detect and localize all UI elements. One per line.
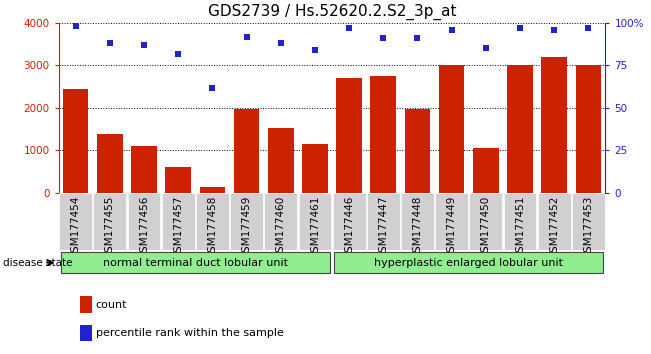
Bar	[63, 89, 89, 193]
Text: GSM177448: GSM177448	[413, 196, 422, 259]
Point	[344, 25, 354, 31]
Bar	[302, 144, 327, 193]
FancyBboxPatch shape	[334, 252, 603, 273]
Point	[105, 41, 115, 46]
Text: percentile rank within the sample: percentile rank within the sample	[96, 328, 284, 338]
Bar	[473, 148, 499, 193]
FancyBboxPatch shape	[572, 193, 605, 250]
FancyBboxPatch shape	[230, 193, 263, 250]
FancyBboxPatch shape	[94, 193, 126, 250]
FancyBboxPatch shape	[401, 193, 434, 250]
FancyBboxPatch shape	[264, 193, 297, 250]
Text: GSM177458: GSM177458	[208, 196, 217, 259]
FancyBboxPatch shape	[469, 193, 502, 250]
Bar	[337, 78, 362, 193]
Text: GSM177449: GSM177449	[447, 196, 456, 259]
Point	[275, 41, 286, 46]
Point	[242, 34, 252, 39]
Bar	[81, 296, 92, 313]
FancyBboxPatch shape	[299, 193, 331, 250]
Text: GSM177455: GSM177455	[105, 196, 115, 259]
FancyBboxPatch shape	[128, 193, 160, 250]
Text: GSM177461: GSM177461	[310, 196, 320, 259]
Bar	[132, 146, 157, 193]
Bar	[439, 65, 464, 193]
Point	[515, 25, 525, 31]
Text: hyperplastic enlarged lobular unit: hyperplastic enlarged lobular unit	[374, 258, 563, 268]
Text: disease state: disease state	[3, 258, 73, 268]
Text: GSM177451: GSM177451	[515, 196, 525, 259]
Point	[447, 27, 457, 33]
FancyBboxPatch shape	[59, 193, 92, 250]
Text: GSM177459: GSM177459	[242, 196, 251, 259]
Bar	[575, 65, 601, 193]
FancyBboxPatch shape	[333, 193, 365, 250]
Point	[173, 51, 184, 56]
Text: GSM177456: GSM177456	[139, 196, 149, 259]
Bar	[97, 134, 122, 193]
Point	[207, 85, 217, 90]
Bar	[200, 187, 225, 193]
Text: GSM177447: GSM177447	[378, 196, 388, 259]
Point	[412, 35, 422, 41]
Text: GSM177453: GSM177453	[583, 196, 593, 259]
Point	[70, 24, 81, 29]
Text: GSM177450: GSM177450	[481, 196, 491, 259]
FancyBboxPatch shape	[504, 193, 536, 250]
FancyBboxPatch shape	[538, 193, 570, 250]
Point	[480, 46, 491, 51]
Text: GSM177460: GSM177460	[276, 196, 286, 259]
Bar	[370, 76, 396, 193]
Point	[549, 27, 559, 33]
Bar	[542, 57, 567, 193]
Point	[378, 35, 389, 41]
Text: GSM177457: GSM177457	[173, 196, 183, 259]
Bar	[405, 109, 430, 193]
Text: GSM177452: GSM177452	[549, 196, 559, 259]
Bar	[507, 65, 533, 193]
FancyBboxPatch shape	[436, 193, 468, 250]
FancyBboxPatch shape	[162, 193, 195, 250]
FancyBboxPatch shape	[367, 193, 400, 250]
Bar	[234, 109, 259, 193]
Text: count: count	[96, 300, 128, 310]
Bar	[268, 128, 294, 193]
Point	[139, 42, 149, 48]
Text: GSM177446: GSM177446	[344, 196, 354, 259]
Point	[310, 47, 320, 53]
Title: GDS2739 / Hs.52620.2.S2_3p_at: GDS2739 / Hs.52620.2.S2_3p_at	[208, 4, 456, 20]
Text: GSM177454: GSM177454	[71, 196, 81, 259]
FancyBboxPatch shape	[61, 252, 330, 273]
Bar	[81, 325, 92, 341]
Text: normal terminal duct lobular unit: normal terminal duct lobular unit	[103, 258, 288, 268]
Bar	[165, 167, 191, 193]
Point	[583, 25, 594, 31]
FancyBboxPatch shape	[196, 193, 229, 250]
